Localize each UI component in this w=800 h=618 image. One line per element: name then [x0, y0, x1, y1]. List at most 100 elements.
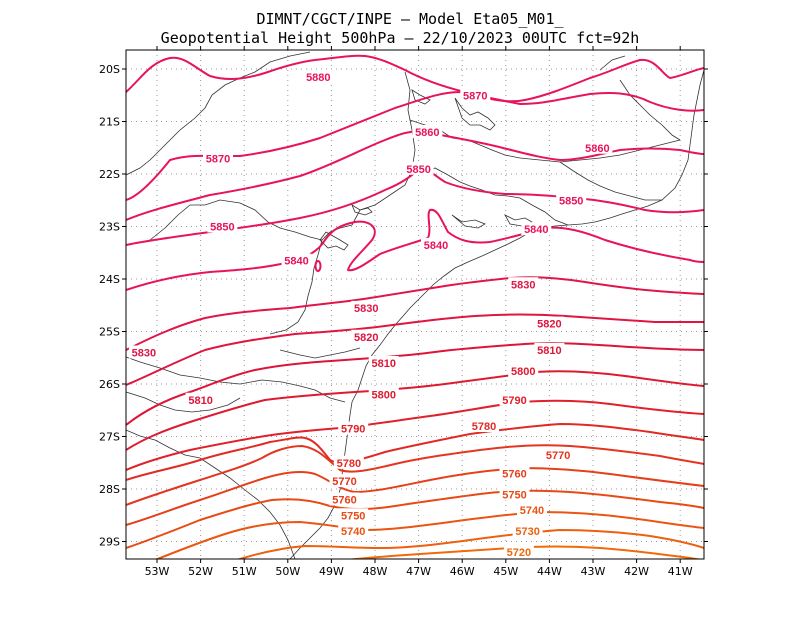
contour-label: 5770 [546, 450, 570, 462]
lake [451, 214, 486, 229]
x-tick-label: 43W [581, 565, 606, 578]
contour-label: 5860 [585, 143, 609, 155]
contour-label-bg [499, 392, 530, 406]
x-tick-label: 53W [145, 565, 170, 578]
contour-label-bg [403, 161, 434, 175]
contour-label: 5850 [406, 164, 430, 176]
chart-title-line1: DIMNT/CGCT/INPE – Model Eta05_M01_ [256, 10, 564, 28]
contour-label-bg [329, 474, 360, 488]
contour-label-bg [534, 316, 565, 330]
contour-label-bg [499, 466, 530, 480]
contour-5870 [126, 91, 704, 201]
contour-label: 5810 [188, 395, 212, 407]
contour-label-bg [329, 492, 360, 506]
contour-5880 [126, 54, 704, 103]
contour-5720 [346, 545, 704, 559]
y-tick-label: 29S [99, 536, 120, 549]
y-axis-ticks: 20S 21S 22S 23S 24S 25S 26S 27S 28S 29S [99, 63, 708, 549]
contour-labels: 5880 5870 5870 5860 5860 5850 5850 5850 5840 5840… [128, 69, 613, 559]
contour-label: 5830 [511, 279, 535, 291]
contour-label-bg [338, 508, 369, 522]
contour-label-bg [516, 503, 547, 516]
y-tick-label: 28S [99, 483, 120, 496]
contour-label: 5760 [332, 495, 356, 507]
y-tick-label: 21S [99, 116, 120, 129]
border-line [321, 71, 416, 241]
x-tick-label: 52W [188, 565, 213, 578]
contour-label: 5840 [424, 240, 448, 252]
lake [411, 89, 431, 105]
contour-label: 5880 [306, 72, 330, 84]
y-tick-label: 26S [99, 378, 120, 391]
y-tick-label: 25S [99, 326, 120, 339]
contour-label: 5740 [520, 505, 544, 517]
border-line [126, 391, 241, 413]
contour-label-bg [203, 151, 234, 165]
contour-label: 5770 [332, 476, 356, 488]
contour-label-bg [499, 487, 530, 501]
x-tick-label: 48W [363, 565, 388, 578]
contour-label: 5750 [341, 510, 365, 522]
contour-label-bg [338, 421, 369, 435]
y-tick-label: 27S [99, 431, 120, 444]
y-tick-label: 24S [99, 273, 120, 286]
border-line [149, 199, 323, 241]
contour-label-bg [281, 253, 312, 267]
lake [351, 203, 373, 216]
contour-label: 5720 [507, 547, 531, 559]
contour-label-bg [351, 329, 382, 343]
contour-label-bg [534, 342, 565, 356]
chart-title-line2: Geopotential Height 500hPa – 22/10/2023 … [161, 29, 640, 47]
contour-label-bg [521, 222, 552, 236]
contour-label: 5780 [337, 458, 361, 470]
border-line [126, 51, 311, 176]
contour-label-bg [351, 300, 382, 314]
x-axis-ticks: 53W 52W 51W 50W 49W 48W 47W 46W 45W 44W 43W 42W 41W [145, 46, 693, 578]
lake [319, 231, 349, 251]
contour-label: 5820 [354, 332, 378, 344]
contour-5780 [126, 423, 704, 481]
contour-label: 5730 [515, 526, 539, 538]
border-line [269, 239, 323, 335]
y-tick-label: 22S [99, 168, 120, 181]
contour-label-bg [185, 392, 216, 406]
contour-5840-cell [314, 260, 322, 272]
contour-label-bg [128, 345, 159, 359]
contour-label-bg [368, 387, 399, 401]
coastline [289, 69, 704, 559]
contour-5740 [154, 511, 704, 559]
coastline-map [126, 51, 704, 559]
contour-label: 5860 [415, 127, 439, 139]
contour-label: 5830 [132, 348, 156, 360]
x-tick-label: 46W [450, 565, 475, 578]
contour-label-bg [303, 69, 334, 83]
contour-label-bg [338, 524, 369, 537]
contour-label: 5870 [463, 90, 487, 102]
border-line [409, 119, 681, 163]
lake [504, 214, 533, 227]
border-line [599, 55, 626, 71]
contour-label: 5800 [371, 390, 395, 402]
contour-label: 5740 [341, 526, 365, 538]
border-line [619, 79, 681, 141]
contour-label: 5750 [502, 489, 526, 501]
contour-label-bg [556, 193, 587, 207]
contour-5790 [126, 399, 704, 471]
contour-label: 5760 [502, 468, 526, 480]
contour-label: 5820 [537, 319, 561, 331]
contour-label-bg [368, 356, 399, 369]
contour-5830 [126, 276, 704, 351]
contour-label-bg [543, 447, 574, 461]
contour-label-bg [503, 545, 534, 558]
x-tick-label: 51W [232, 565, 257, 578]
contour-label: 5810 [371, 358, 395, 370]
contour-5750 [126, 489, 704, 549]
contour-label: 5790 [341, 424, 365, 436]
contour-label-bg [460, 88, 491, 102]
x-tick-label: 41W [668, 565, 693, 578]
contour-label: 5830 [354, 303, 378, 315]
contour-label-bg [333, 455, 364, 469]
lake [454, 97, 496, 131]
contour-label: 5840 [524, 224, 548, 236]
contour-label-bg [207, 219, 238, 233]
